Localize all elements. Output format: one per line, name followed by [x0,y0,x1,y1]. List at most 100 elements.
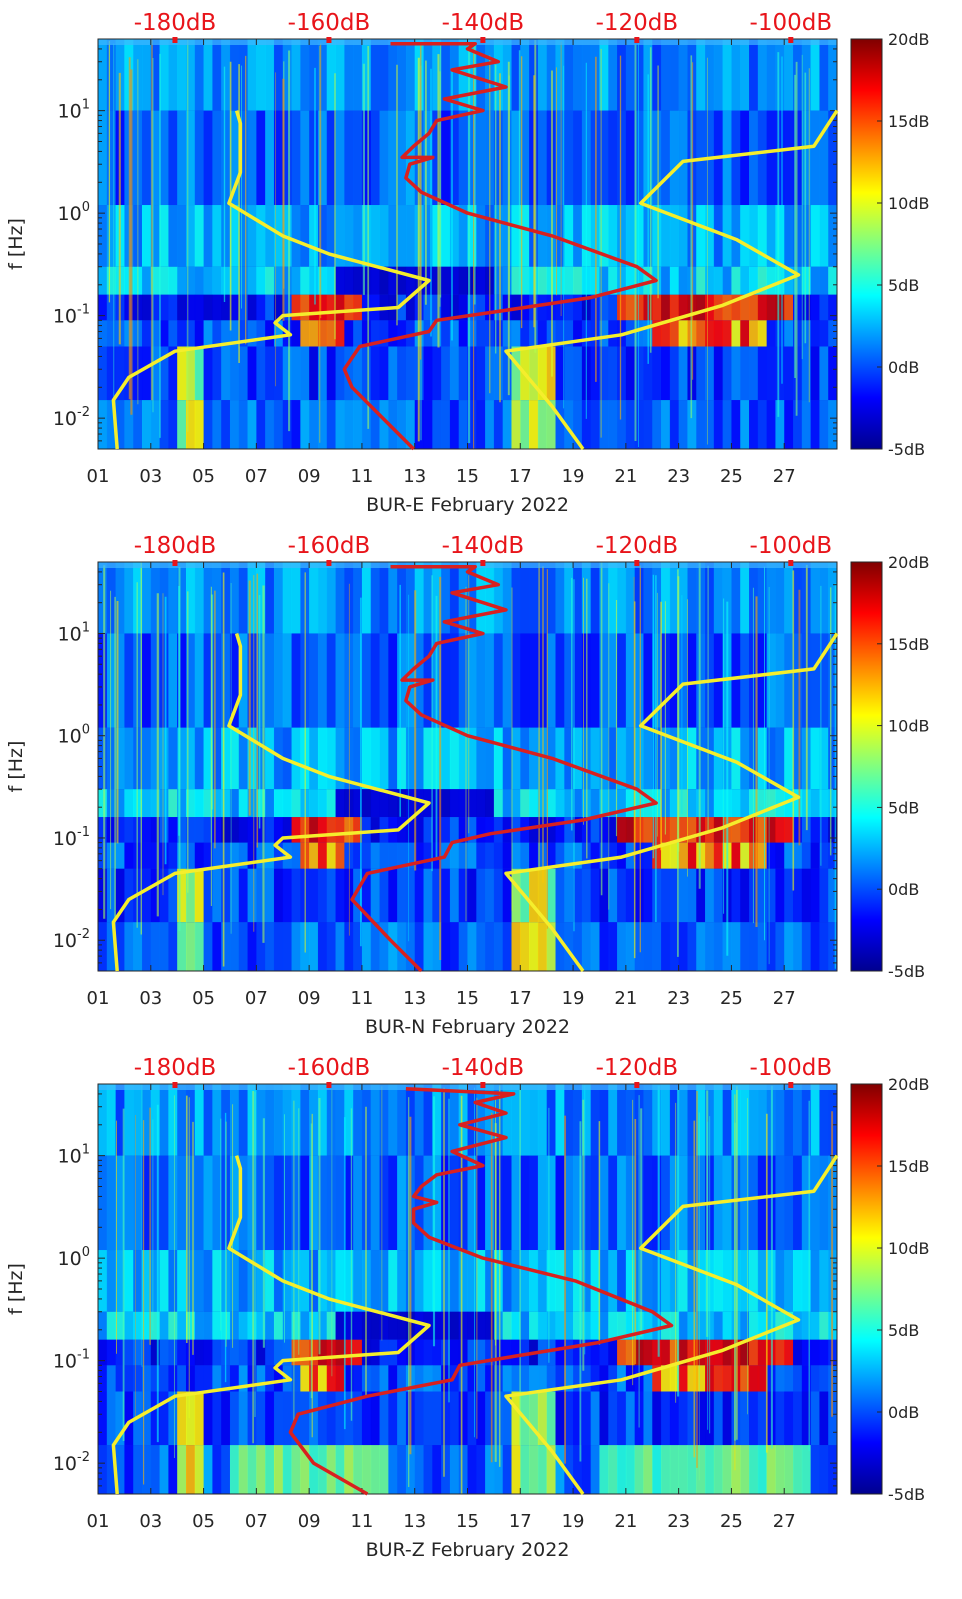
spectrogram-cell [124,1391,134,1446]
spectrogram-cell [282,1084,292,1156]
spectrogram-cell [476,1250,486,1312]
spectrogram-cell [309,400,319,449]
spectrogram-cell [705,789,715,818]
spectrogram-cell [757,817,768,843]
spectrogram-cell [564,1155,574,1251]
spectrogram-cell [502,922,512,971]
spectrogram-cell [203,1250,213,1312]
spectrogram-cell [775,1391,785,1446]
spectrogram-cell [423,727,433,790]
spectrogram-cell [590,1084,600,1156]
spectrogram-cell [608,1250,618,1312]
spectrogram-cell [713,562,724,634]
spectrogram-cell [529,1250,539,1312]
spectrogram-cell [326,400,336,449]
spectrogram-cell [300,1391,310,1446]
spectrogram-cell [124,922,134,971]
spectrogram-cell [643,562,653,634]
spectrogram-cell [159,1445,169,1494]
spectrogram-cell [634,789,644,818]
spectrogram-cell [661,1445,671,1494]
spectrogram-cell [238,817,248,843]
spectrogram-cell [573,294,583,321]
spectrogram-cell [731,727,741,790]
spectrogram-cell [564,110,574,206]
spectrogram-cell [485,1445,495,1494]
spectrogram-cell [432,1339,442,1366]
spectrogram-cell [661,294,671,321]
spectrogram-cell [537,39,548,111]
spectrogram-cell [529,868,539,923]
spectrogram-cell [476,400,486,449]
spectrogram-cell [177,39,187,111]
spectrogram-cell [106,266,116,295]
spectrogram-cell [150,110,160,206]
spectrogram-cell [493,922,504,971]
spectrogram-cell [661,1339,671,1366]
spectrogram-cell [414,562,424,634]
spectrogram-cell [705,727,715,790]
spectrogram-cell [634,320,644,347]
spectrogram-cell [168,1084,178,1156]
spectrogram-cell [687,868,697,923]
spectrogram-cell [678,205,688,267]
spectrogram-cell [229,400,240,449]
spectrogram-cell [133,1155,143,1251]
spectrogram-cell [467,842,477,869]
colorbar-tick-label: 5dB [888,276,919,295]
spectrogram-cell [749,346,759,401]
x-axis-label: BUR-E February 2022 [366,494,569,516]
spectrogram-cell [203,320,213,347]
colorbar-gradient [850,38,883,450]
spectrogram-cell [273,817,284,843]
spectrogram-cell [335,817,345,843]
spectrogram-cell [150,868,160,923]
spectrogram-cell [229,922,240,971]
spectrogram-cell [705,400,715,449]
spectrogram-cell [405,817,416,843]
spectrogram-cell [705,39,715,111]
spectrogram-cell [150,842,160,869]
spectrogram-cell [247,1311,257,1340]
spectrogram-cell [115,1339,125,1366]
spectrogram-cell [502,205,512,267]
spectrogram-cell [449,400,460,449]
spectrogram-cell [238,1311,248,1340]
spectrogram-cell [300,1250,310,1312]
spectrogram-cell [273,1339,284,1366]
spectrogram-cell [397,400,407,449]
spectrogram-cell [476,1155,486,1251]
spectrogram-cell [150,562,160,634]
spectrogram-cell [414,817,424,843]
spectrogram-cell [493,1391,504,1446]
spectrogram-cell [133,400,143,449]
spectrogram-cell [731,562,741,634]
spectrogram-cell [766,1445,776,1494]
spectrogram-cell [590,400,600,449]
spectrogram-cell [810,1250,820,1312]
y-tick-label: 10-2 [53,927,90,952]
spectrogram-cell [238,205,248,267]
spectrogram-cell [335,868,345,923]
spectrogram-cell [238,789,248,818]
spectrogram-cell [467,205,477,267]
spectrogram-cell [485,633,495,728]
spectrogram-cell [185,1311,196,1340]
spectrogram-cell [599,562,609,634]
spectrogram-cell [203,39,213,111]
spectrogram-cell [177,727,187,790]
spectrogram-cell [608,789,618,818]
spectrogram-cell [353,842,363,869]
spectrogram-cell [687,1339,697,1366]
spectrogram-cell [273,1084,284,1156]
spectrogram-cell [581,1365,592,1392]
curve-median-psd-3 [342,41,658,451]
spectrogram-cell [731,205,741,267]
spectrogram-cell [238,868,248,923]
spectrogram-cell [265,922,275,971]
spectrogram-cell [168,294,178,321]
spectrogram-cell [669,39,680,111]
spectrogram-cell [273,922,284,971]
spectrogram-cell [212,633,222,728]
